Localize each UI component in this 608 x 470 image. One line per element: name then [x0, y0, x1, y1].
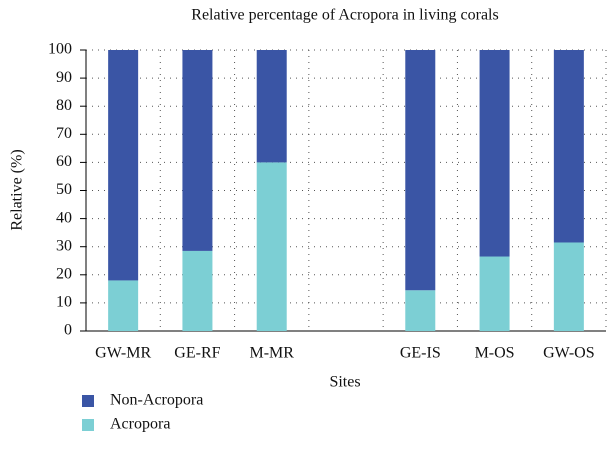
y-tick-label: 70 — [56, 125, 72, 142]
bar-segment — [108, 280, 139, 331]
y-tick-label: 20 — [56, 265, 72, 282]
y-tick-label: 90 — [56, 69, 72, 86]
x-tick-label: GW-MR — [95, 345, 151, 362]
x-axis-label: Sites — [329, 374, 360, 391]
x-tick-label: GW-OS — [543, 345, 595, 362]
legend-label: Acropora — [110, 416, 170, 433]
x-tick-label: M-OS — [475, 345, 515, 362]
x-tick-label: GE-RF — [174, 345, 220, 362]
legend-label: Non-Acropora — [110, 392, 203, 409]
bar-segment — [479, 256, 510, 331]
bar-segment — [553, 242, 584, 331]
y-tick-label: 0 — [64, 322, 72, 339]
x-tick-label: GE-IS — [400, 345, 441, 362]
y-tick-label: 10 — [56, 294, 72, 311]
bar-segment — [182, 50, 213, 251]
bar-segment — [256, 50, 287, 163]
chart-title: Relative percentage of Acropora in livin… — [191, 7, 498, 24]
bar-segment — [479, 50, 510, 257]
bar-segment — [182, 250, 213, 331]
y-tick-label: 60 — [56, 153, 72, 170]
y-tick-label: 100 — [48, 41, 72, 58]
bar-segment — [553, 50, 584, 243]
y-tick-label: 40 — [56, 209, 72, 226]
legend-swatch — [82, 419, 94, 431]
y-tick-label: 50 — [56, 181, 72, 198]
bar-segment — [256, 162, 287, 331]
y-axis-label: Relative (%) — [9, 149, 26, 230]
bar-segment — [108, 50, 139, 281]
y-tick-label: 80 — [56, 97, 72, 114]
legend-swatch — [82, 395, 94, 407]
y-tick-label: 30 — [56, 237, 72, 254]
x-tick-label: M-MR — [249, 345, 294, 362]
bar-segment — [405, 290, 436, 331]
bar-segment — [405, 50, 436, 291]
